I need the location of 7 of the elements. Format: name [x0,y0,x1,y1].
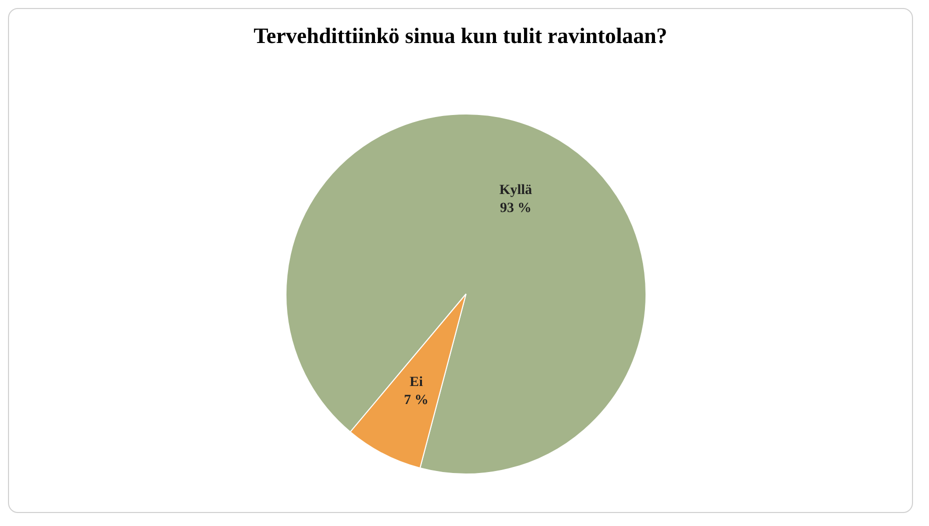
slice-label: Ei [410,374,424,390]
pie-slice [286,114,646,474]
slice-label: Kyllä [499,183,532,198]
data-label: 93 % [500,201,532,216]
data-label: 7 % [404,392,429,408]
chart-title: Tervehdittiinkö sinua kun tulit ravintolaan? [252,22,668,49]
pie-slice [350,294,466,469]
